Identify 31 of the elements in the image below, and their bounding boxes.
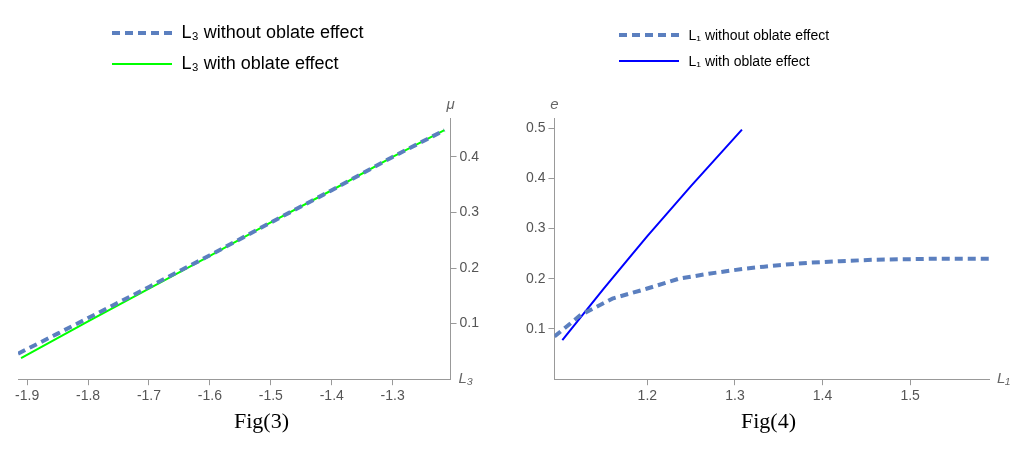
text: Fig(3) (234, 408, 289, 434)
y-tick-label: 0.4 (525, 169, 546, 186)
text: Fig(4) (741, 408, 796, 434)
y-tick-label: 0.2 (459, 258, 479, 275)
y-tick-label: 0.4 (459, 147, 479, 164)
x-axis-title: L₃ (458, 369, 473, 387)
line-series (553, 256, 989, 339)
y-tick-label: 0.2 (525, 269, 546, 286)
x-tick-label: -1.6 (197, 387, 222, 404)
x-tick-label: -1.7 (136, 387, 161, 404)
y-tick-label: 0.3 (459, 203, 479, 220)
y-axis-title: μ (444, 94, 455, 112)
x-tick-label: -1.3 (380, 387, 405, 404)
x-tick-label: -1.9 (14, 387, 39, 404)
y-tick-label: 0.1 (459, 314, 479, 331)
legend-label: L₃ without oblate effect (181, 22, 364, 43)
y-tick-label: 0.5 (525, 118, 546, 135)
y-tick-label: 0.3 (525, 219, 546, 236)
legend-label: L₁ without oblate effect (688, 27, 830, 43)
y-tick-label: 0.1 (525, 319, 546, 336)
x-tick-label: -1.4 (319, 387, 344, 404)
x-tick-label: 1.4 (812, 387, 832, 404)
y-axis-title: e (549, 94, 559, 112)
x-tick-label: 1.5 (899, 387, 920, 404)
legend-label: L₃ with oblate effect (181, 53, 339, 74)
x-tick-label: -1.5 (258, 387, 283, 404)
x-tick-label: 1.3 (724, 387, 745, 404)
x-tick-label: 1.2 (637, 387, 657, 404)
x-tick-label: -1.8 (75, 387, 100, 404)
x-axis-title: L₁ (996, 369, 1010, 387)
legend-label: L₁ with oblate effect (688, 53, 810, 69)
